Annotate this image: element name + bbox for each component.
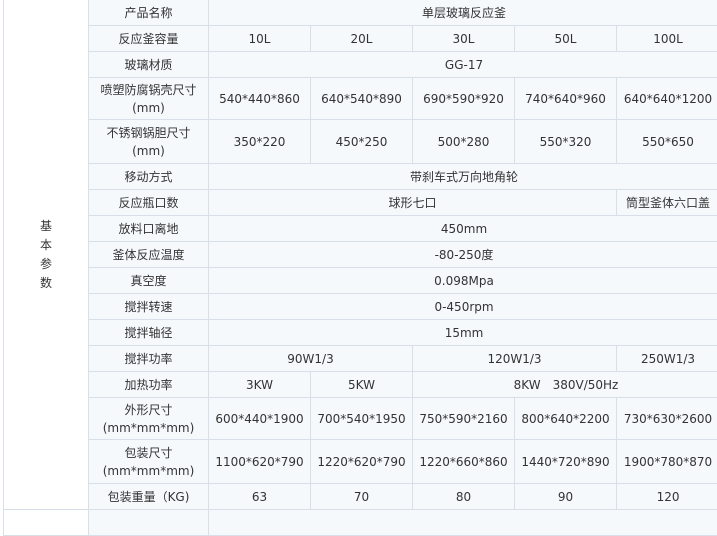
cell: 800*640*2200 [515,398,617,440]
cell: 600*440*1900 [209,398,311,440]
cell [89,510,209,536]
cell: 730*630*2600 [617,398,717,440]
cell: 50L [515,26,617,52]
row-label: 产品名称 [89,0,209,26]
cell: 筒型釜体六口盖 [617,190,717,216]
row-label: 搅拌转速 [89,294,209,320]
cell: 90 [515,484,617,510]
cell: 500*280 [413,120,515,164]
cell: 690*590*920 [413,78,515,120]
label-unit: (mm*mm*mm) [91,419,206,437]
cell: 550*650 [617,120,717,164]
cell: 8KW 380V/50Hz [413,372,717,398]
cell: 70 [311,484,413,510]
row-label: 真空度 [89,268,209,294]
cell: 3KW [209,372,311,398]
row-label: 玻璃材质 [89,52,209,78]
label-text: 包装尺寸 [91,444,206,462]
cell: 450mm [209,216,717,242]
cell: 0.098Mpa [209,268,717,294]
cell: 100L [617,26,717,52]
row-label: 包装重量（KG) [89,484,209,510]
cell: 30L [413,26,515,52]
label-unit: (mm) [91,142,206,160]
cell: 740*640*960 [515,78,617,120]
row-label: 搅拌功率 [89,346,209,372]
cell: 10L [209,26,311,52]
cell: 700*540*1950 [311,398,413,440]
cell: 350*220 [209,120,311,164]
row-label: 加热功率 [89,372,209,398]
row-label: 移动方式 [89,164,209,190]
row-label: 放料口离地 [89,216,209,242]
cell: 单层玻璃反应釜 [209,0,717,26]
cell: 5KW [311,372,413,398]
cell: 640*640*1200 [617,78,717,120]
cell: 80 [413,484,515,510]
row-label: 不锈钢锅胆尺寸(mm) [89,120,209,164]
cell: 0-450rpm [209,294,717,320]
cell: -80-250度 [209,242,717,268]
row-label: 喷塑防腐锅壳尺寸(mm) [89,78,209,120]
cell [4,510,89,536]
section-label: 基本参数 [4,0,89,510]
label-text: 外形尺寸 [91,401,206,419]
row-move: 移动方式带刹车式万向地角轮 [4,164,717,190]
cell: 1900*780*870 [617,440,717,484]
cell [209,510,717,536]
cell: 1220*660*860 [413,440,515,484]
cell: 120W1/3 [413,346,617,372]
cell: 640*540*890 [311,78,413,120]
cell: 1220*620*790 [311,440,413,484]
row-label: 外形尺寸(mm*mm*mm) [89,398,209,440]
row-ports: 反应瓶口数球形七口筒型釜体六口盖 [4,190,717,216]
cell: 750*590*2160 [413,398,515,440]
cell: 120 [617,484,717,510]
cell: 球形七口 [209,190,617,216]
cell: 250W1/3 [617,346,717,372]
side-char: 数 [6,274,86,293]
cell: 550*320 [515,120,617,164]
row-product-name: 基本参数 产品名称 单层玻璃反应釜 [4,0,717,26]
row-label: 反应釜容量 [89,26,209,52]
row-label: 釜体反应温度 [89,242,209,268]
label-text: 不锈钢锅胆尺寸 [91,124,206,142]
cell: 15mm [209,320,717,346]
cell: 带刹车式万向地角轮 [209,164,717,190]
side-char: 本 [6,236,86,255]
row-next [4,510,717,536]
row-label: 反应瓶口数 [89,190,209,216]
cell: 1100*620*790 [209,440,311,484]
cell: GG-17 [209,52,717,78]
label-unit: (mm) [91,99,206,117]
label-unit: (mm*mm*mm) [91,462,206,480]
row-label: 搅拌轴径 [89,320,209,346]
cell: 63 [209,484,311,510]
cell: 540*440*860 [209,78,311,120]
side-char: 基 [6,217,86,236]
side-char: 参 [6,255,86,274]
cell: 90W1/3 [209,346,413,372]
row-label: 包装尺寸(mm*mm*mm) [89,440,209,484]
cell: 20L [311,26,413,52]
row-temp: 釜体反应温度-80-250度 [4,242,717,268]
label-text: 喷塑防腐锅壳尺寸 [91,81,206,99]
cell: 450*250 [311,120,413,164]
cell: 1440*720*890 [515,440,617,484]
